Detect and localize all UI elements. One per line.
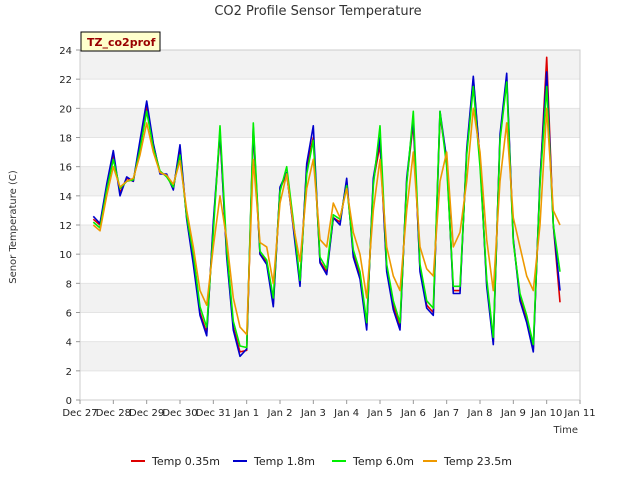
legend-label: Temp 0.35m	[151, 455, 220, 468]
x-tick-label: Dec 27	[62, 408, 97, 419]
chart-title: CO2 Profile Sensor Temperature	[214, 4, 421, 19]
plot-band	[80, 166, 580, 196]
x-tick-label: Jan 5	[367, 408, 393, 419]
y-tick-label: 0	[66, 396, 72, 407]
y-tick-label: 12	[59, 221, 72, 232]
x-tick-label: Jan 2	[267, 408, 293, 419]
annotation-label: TZ_co2prof	[87, 36, 156, 49]
annotation-box: TZ_co2prof	[80, 31, 161, 52]
x-tick-label: Dec 30	[162, 408, 197, 419]
y-tick-label: 14	[59, 192, 72, 203]
series-line-temp-23-5m	[92, 107, 561, 336]
legend-label: Temp 6.0m	[352, 455, 414, 468]
x-tick-label: Jan 1	[233, 408, 259, 419]
x-tick-label: Jan 8	[467, 408, 493, 419]
legend-label: Temp 1.8m	[253, 455, 315, 468]
y-tick-label: 20	[59, 104, 72, 115]
x-tick-label: Jan 4	[333, 408, 359, 419]
y-tick-label: 8	[66, 279, 72, 290]
y-tick-label: 4	[66, 338, 72, 349]
y-tick-label: 18	[59, 134, 72, 145]
x-tick-label: Jan 6	[400, 408, 426, 419]
x-tick-label: Dec 29	[129, 408, 164, 419]
series-line-temp-6-0m	[92, 81, 561, 349]
x-axis-label: Time	[553, 425, 578, 436]
x-tick-label: Jan 7	[433, 408, 459, 419]
y-tick-label: 24	[59, 46, 72, 57]
y-tick-label: 10	[59, 250, 72, 261]
plot-band	[80, 283, 580, 313]
series-lines	[92, 56, 561, 358]
y-tick-label: 16	[59, 163, 72, 174]
x-tick-label: Jan 10	[530, 408, 562, 419]
x-tick-label: Dec 28	[96, 408, 131, 419]
y-tick-label: 22	[59, 75, 72, 86]
y-tick-label: 2	[66, 367, 72, 378]
x-tick-label: Jan 11	[563, 408, 595, 419]
x-tick-label: Dec 31	[196, 408, 231, 419]
plot-band	[80, 50, 580, 80]
plot-background-bands	[80, 49, 580, 401]
x-tick-label: Jan 3	[300, 408, 326, 419]
y-axis-label: Senor Temperature (C)	[8, 170, 19, 284]
legend: Temp 0.35m Temp 1.8m Temp 6.0m Temp 23.5m	[131, 455, 512, 468]
plot-band	[80, 341, 580, 371]
x-tick-label: Jan 9	[500, 408, 526, 419]
legend-label: Temp 23.5m	[443, 455, 512, 468]
y-tick-label: 6	[66, 309, 72, 320]
plot-band	[80, 108, 580, 138]
